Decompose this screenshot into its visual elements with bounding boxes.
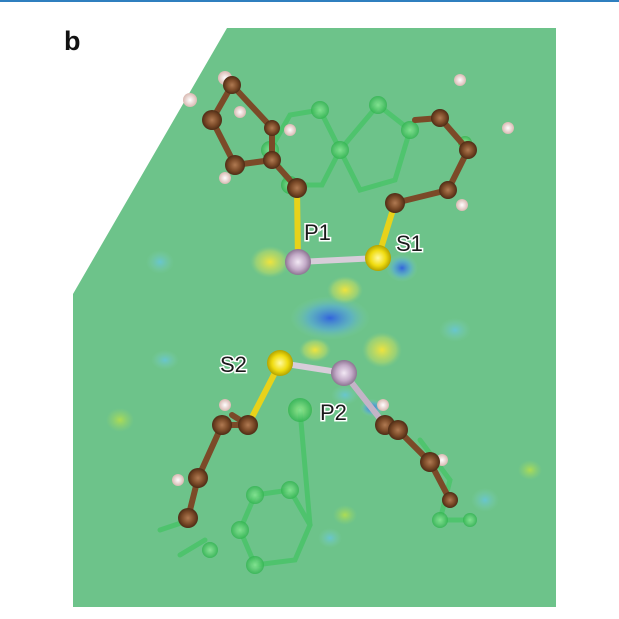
sulfur-atom-s1 bbox=[365, 245, 391, 271]
carbon-atoms bbox=[178, 76, 477, 528]
atom-label-p1: P1 bbox=[304, 220, 331, 245]
phosphorus-atom-p2 bbox=[331, 360, 357, 386]
atom-label-s2: S2 bbox=[220, 352, 247, 377]
header-rule bbox=[0, 0, 619, 2]
density-difference-lobes bbox=[106, 135, 542, 548]
phosphorus-atom-p1 bbox=[285, 249, 311, 275]
atom-label-p2: P2 bbox=[320, 400, 347, 425]
sulfur-atom-s2 bbox=[267, 350, 293, 376]
panel-letter: b bbox=[64, 26, 81, 56]
atom-label-s1: S1 bbox=[396, 231, 423, 256]
